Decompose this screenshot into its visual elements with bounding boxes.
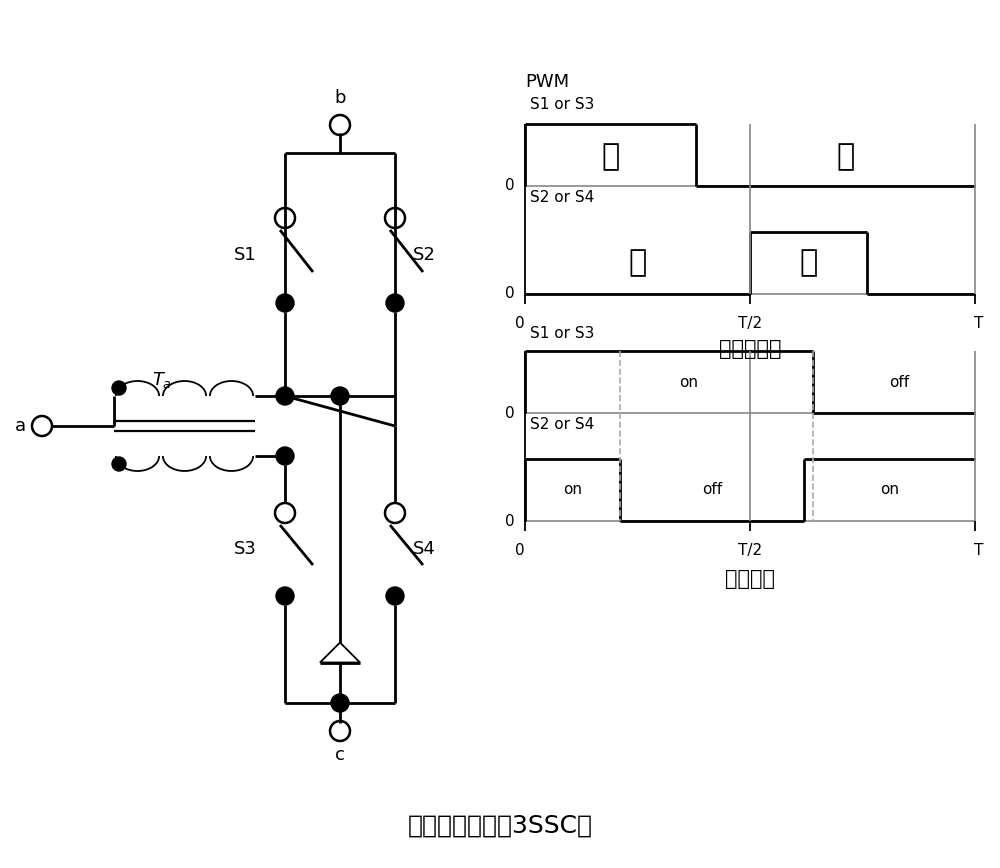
Text: S1 or S3: S1 or S3: [530, 97, 594, 112]
Circle shape: [331, 694, 349, 712]
Text: 0: 0: [505, 405, 515, 420]
Text: c: c: [335, 746, 345, 764]
Circle shape: [331, 387, 349, 405]
Text: S1: S1: [234, 247, 257, 265]
Text: on: on: [880, 483, 899, 497]
Text: 0: 0: [515, 543, 525, 558]
Text: T/2: T/2: [738, 316, 762, 331]
Circle shape: [386, 294, 404, 312]
Text: T/2: T/2: [738, 543, 762, 558]
Text: 0: 0: [505, 514, 515, 529]
Text: on: on: [680, 374, 698, 390]
Text: 0: 0: [515, 316, 525, 331]
Text: on: on: [563, 483, 582, 497]
Text: off: off: [702, 483, 722, 497]
Circle shape: [112, 457, 126, 471]
Text: S2 or S4: S2 or S4: [530, 417, 594, 432]
Text: S1 or S3: S1 or S3: [530, 326, 594, 341]
Circle shape: [276, 447, 294, 465]
Circle shape: [276, 387, 294, 405]
Text: 0: 0: [505, 286, 515, 301]
Text: S2: S2: [413, 247, 436, 265]
Text: T: T: [974, 543, 984, 558]
Circle shape: [276, 587, 294, 605]
Text: S4: S4: [413, 541, 436, 558]
Text: a: a: [14, 417, 26, 435]
Text: S2 or S4: S2 or S4: [530, 190, 594, 205]
Text: S3: S3: [234, 541, 257, 558]
Text: 关: 关: [836, 141, 855, 171]
Circle shape: [276, 294, 294, 312]
Text: off: off: [889, 374, 909, 390]
Text: 三态开关单元（3SSC）: 三态开关单元（3SSC）: [408, 814, 592, 838]
Text: 非重叠模式: 非重叠模式: [719, 339, 781, 359]
Text: T: T: [974, 316, 984, 331]
Text: b: b: [334, 89, 346, 107]
Circle shape: [386, 587, 404, 605]
Text: 开: 开: [601, 141, 620, 171]
Text: 关: 关: [628, 248, 647, 278]
Text: PWM: PWM: [525, 73, 569, 91]
Text: $T_a$: $T_a$: [152, 370, 172, 390]
Text: 0: 0: [505, 179, 515, 194]
Circle shape: [112, 381, 126, 395]
Text: 开: 开: [799, 248, 818, 278]
Text: 重叠模式: 重叠模式: [725, 569, 775, 589]
